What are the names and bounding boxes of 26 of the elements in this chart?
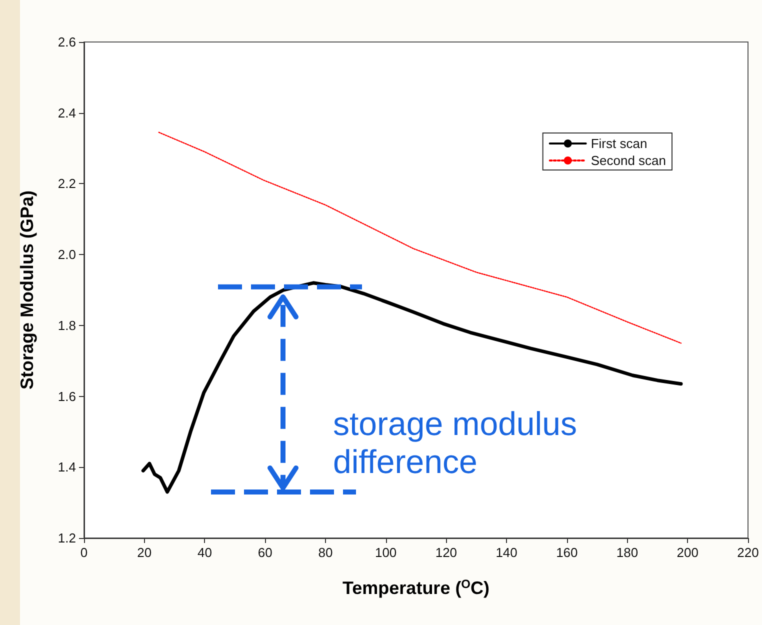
y-tick-label: 2.6 — [58, 34, 76, 50]
y-tick-label: 2.2 — [58, 176, 76, 192]
x-tick-label: 120 — [435, 545, 458, 560]
line-series — [141, 281, 683, 494]
y-axis-title: Storage Modulus (GPa) — [17, 190, 37, 390]
y-tick-label: 1.2 — [58, 530, 76, 546]
x-tick-label: 0 — [80, 545, 88, 560]
legend-label: Second scan — [590, 153, 666, 168]
x-tick-label: 40 — [197, 545, 212, 560]
x-tick-label: 220 — [737, 545, 759, 560]
x-tick-label: 60 — [258, 545, 272, 560]
y-tick-label: 1.6 — [58, 388, 76, 404]
x-tick-label: 160 — [556, 545, 578, 560]
x-tick-label: 140 — [496, 545, 518, 560]
x-tick-label: 180 — [616, 545, 638, 560]
y-tick-label: 1.4 — [58, 460, 76, 475]
line-series — [158, 132, 682, 344]
y-tick-label: 2.0 — [58, 247, 76, 262]
legend-label: First scan — [590, 136, 648, 151]
annotation: storage modulus difference — [333, 405, 577, 481]
x-tick-label: 100 — [374, 545, 397, 560]
x-tick-label: 20 — [137, 545, 152, 560]
y-tick-label: 2.4 — [58, 105, 76, 120]
x-tick-label: 200 — [676, 545, 698, 560]
y-tick-label: 1.8 — [58, 318, 76, 333]
x-tick-label: 80 — [318, 545, 333, 560]
